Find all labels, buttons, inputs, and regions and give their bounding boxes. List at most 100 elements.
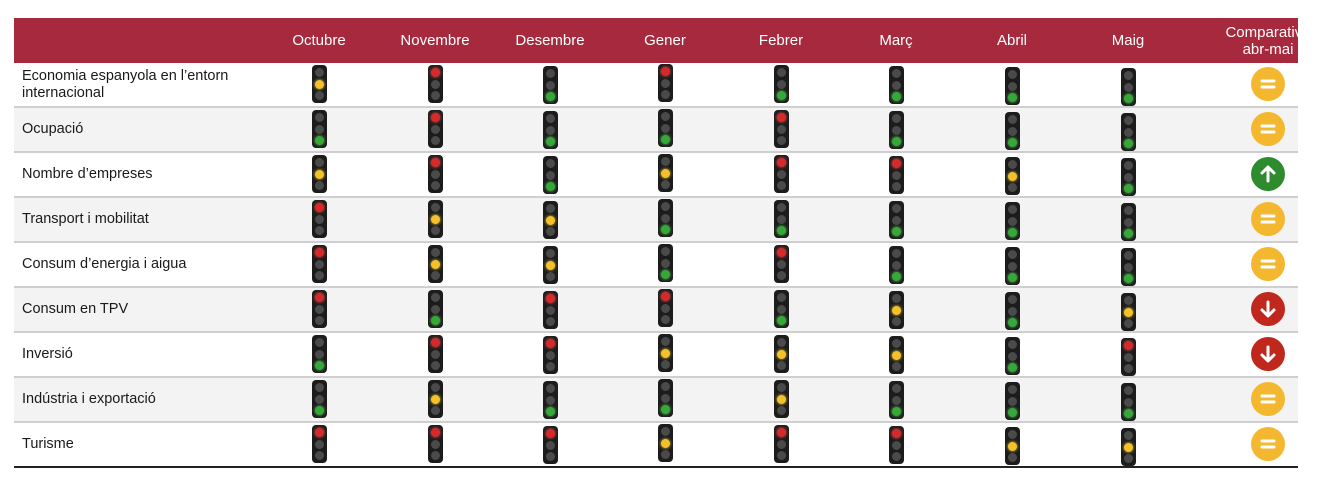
traffic-light-bulb <box>431 158 440 167</box>
traffic-light-bulb <box>1008 160 1017 169</box>
traffic-light-bulb <box>431 394 440 404</box>
traffic-light-bulb <box>661 450 670 459</box>
traffic-light-bulb <box>1008 126 1017 136</box>
traffic-light-bulb <box>546 339 555 348</box>
traffic-light-bulb <box>1008 261 1017 271</box>
trend-down-icon <box>1251 337 1285 371</box>
traffic-light-bulb <box>431 428 440 437</box>
traffic-light-bulb <box>431 68 440 77</box>
traffic-light-bulb <box>661 258 670 268</box>
traffic-light-bulb <box>1008 306 1017 316</box>
indicator-row: Consum d’energia i aigua <box>14 243 1298 288</box>
traffic-light-bulb <box>1124 307 1133 317</box>
traffic-light-bulb <box>892 362 901 371</box>
traffic-light-bulb <box>315 394 324 404</box>
traffic-light-bulb <box>777 361 786 370</box>
traffic-light-bulb <box>546 249 555 258</box>
traffic-light-bulb <box>315 428 324 437</box>
traffic-light-bulb <box>431 136 440 145</box>
traffic-light-bulb <box>431 293 440 302</box>
traffic-light-yellow <box>312 155 327 193</box>
traffic-light-bulb <box>892 260 901 270</box>
traffic-light-bulb <box>431 406 440 415</box>
traffic-light-bulb <box>546 384 555 393</box>
traffic-light-green <box>1121 113 1136 151</box>
traffic-light-bulb <box>1008 430 1017 439</box>
row-label: Economia espanyola en l’entorn internacio… <box>22 67 229 101</box>
traffic-light-bulb <box>892 429 901 438</box>
traffic-light-green <box>428 290 443 328</box>
traffic-light-bulb <box>431 383 440 392</box>
traffic-light-bulb <box>1124 206 1133 215</box>
traffic-light-bulb <box>546 407 555 416</box>
traffic-light-bulb <box>1124 161 1133 170</box>
traffic-light-yellow <box>774 380 789 418</box>
traffic-light-bulb <box>892 452 901 461</box>
traffic-light-bulb <box>1124 442 1133 452</box>
traffic-light-bulb <box>431 214 440 224</box>
traffic-light-yellow <box>543 246 558 284</box>
traffic-light-yellow <box>774 335 789 373</box>
traffic-light-bulb <box>1008 115 1017 124</box>
column-header-6: Abril <box>996 32 1027 49</box>
traffic-light-bulb <box>777 169 786 179</box>
trend-equal-icon <box>1251 382 1285 416</box>
traffic-light-bulb <box>1008 273 1017 282</box>
traffic-light-bulb <box>892 440 901 450</box>
traffic-light-bulb <box>1124 409 1133 418</box>
traffic-light-green <box>889 201 904 239</box>
traffic-light-bulb <box>777 203 786 212</box>
traffic-light-green <box>1121 383 1136 421</box>
traffic-light-bulb <box>777 248 786 257</box>
traffic-light-bulb <box>431 181 440 190</box>
traffic-light-green <box>543 381 558 419</box>
traffic-light-bulb <box>315 349 324 359</box>
indicator-row: Transport i mobilitat <box>14 198 1298 243</box>
traffic-light-bulb <box>777 214 786 224</box>
traffic-light-green <box>658 379 673 417</box>
traffic-light-red <box>774 155 789 193</box>
traffic-light-bulb <box>777 451 786 460</box>
traffic-light-yellow <box>658 424 673 462</box>
traffic-light-green <box>1005 67 1020 105</box>
traffic-light-bulb <box>431 304 440 314</box>
traffic-light-bulb <box>546 92 555 101</box>
traffic-light-bulb <box>1008 183 1017 192</box>
traffic-light-bulb <box>1008 408 1017 417</box>
traffic-light-bulb <box>661 303 670 313</box>
traffic-light-bulb <box>661 438 670 448</box>
traffic-light-bulb <box>431 361 440 370</box>
traffic-light-bulb <box>661 315 670 324</box>
column-header-1: Novembre <box>400 32 470 49</box>
traffic-light-yellow <box>543 201 558 239</box>
traffic-light-bulb <box>315 304 324 314</box>
row-label: Transport i mobilitat <box>22 211 149 227</box>
traffic-light-bulb <box>892 227 901 236</box>
traffic-light-bulb <box>1008 205 1017 214</box>
traffic-light-bulb <box>1124 431 1133 440</box>
traffic-light-bulb <box>1008 228 1017 237</box>
indicator-row: Turisme <box>14 423 1298 468</box>
traffic-light-red <box>312 425 327 463</box>
traffic-light-green <box>889 381 904 419</box>
traffic-light-bulb <box>546 182 555 191</box>
traffic-light-bulb <box>1008 441 1017 451</box>
traffic-light-bulb <box>777 338 786 347</box>
traffic-light-bulb <box>315 338 324 347</box>
traffic-light-bulb <box>777 428 786 437</box>
traffic-light-bulb <box>546 227 555 236</box>
traffic-light-bulb <box>892 272 901 281</box>
traffic-light-bulb <box>777 406 786 415</box>
traffic-light-bulb <box>1124 127 1133 137</box>
traffic-light-bulb <box>661 405 670 414</box>
traffic-light-bulb <box>431 91 440 100</box>
traffic-light-bulb <box>1124 352 1133 362</box>
traffic-light-bulb <box>892 339 901 348</box>
traffic-light-bulb <box>315 91 324 100</box>
traffic-light-bulb <box>777 271 786 280</box>
traffic-light-bulb <box>1124 172 1133 182</box>
traffic-light-bulb <box>546 305 555 315</box>
traffic-light-bulb <box>661 360 670 369</box>
row-label: Turisme <box>22 436 74 452</box>
traffic-light-bulb <box>546 317 555 326</box>
